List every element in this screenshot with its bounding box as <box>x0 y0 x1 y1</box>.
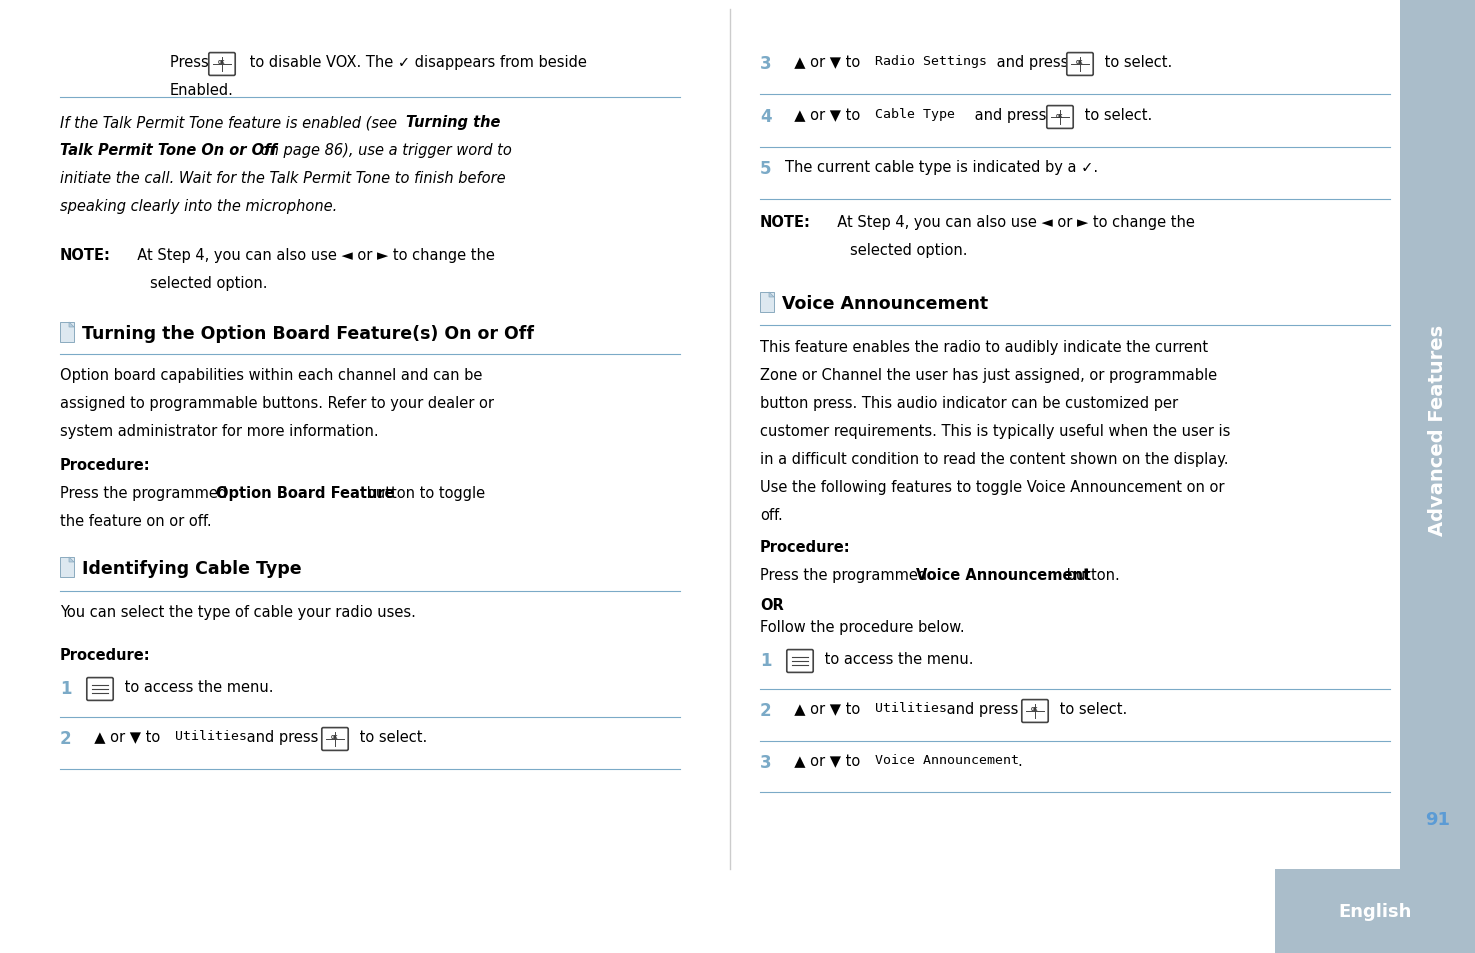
FancyBboxPatch shape <box>1047 107 1074 130</box>
Text: 1: 1 <box>760 651 771 669</box>
Text: ▲ or ▼ to: ▲ or ▼ to <box>785 55 864 70</box>
Text: At Step 4, you can also use ◄ or ► to change the: At Step 4, you can also use ◄ or ► to ch… <box>827 214 1195 230</box>
FancyBboxPatch shape <box>1022 700 1049 722</box>
Text: Press: Press <box>170 55 214 70</box>
Text: ▲ or ▼ to: ▲ or ▼ to <box>785 701 864 717</box>
Text: selected option.: selected option. <box>850 243 968 257</box>
Text: This feature enables the radio to audibly indicate the current: This feature enables the radio to audibl… <box>760 339 1208 355</box>
Text: OK: OK <box>1056 113 1063 118</box>
Text: Procedure:: Procedure: <box>60 647 150 662</box>
Text: Turning the: Turning the <box>406 115 500 130</box>
Text: and press: and press <box>242 729 323 744</box>
Text: You can select the type of cable your radio uses.: You can select the type of cable your ra… <box>60 604 416 619</box>
Text: off.: off. <box>760 507 783 522</box>
Bar <box>1400 0 1475 869</box>
Text: Advanced Features: Advanced Features <box>1428 324 1447 535</box>
Polygon shape <box>69 558 74 562</box>
Text: ▲ or ▼ to: ▲ or ▼ to <box>785 108 864 123</box>
Text: Enabled.: Enabled. <box>170 83 235 98</box>
Text: Identifying Cable Type: Identifying Cable Type <box>83 559 301 578</box>
Text: ▲ or ▼ to: ▲ or ▼ to <box>86 729 165 744</box>
Text: OK: OK <box>1031 707 1038 712</box>
Text: on page 86), use a trigger word to: on page 86), use a trigger word to <box>257 143 512 158</box>
Text: OR: OR <box>760 598 783 613</box>
Text: to access the menu.: to access the menu. <box>119 679 273 695</box>
Text: The current cable type is indicated by a ✓.: The current cable type is indicated by a… <box>785 160 1097 174</box>
Text: Cable Type: Cable Type <box>875 108 954 121</box>
Text: 4: 4 <box>760 108 771 126</box>
Text: Press the programmed: Press the programmed <box>60 485 232 500</box>
Text: Procedure:: Procedure: <box>60 457 150 473</box>
Text: At Step 4, you can also use ◄ or ► to change the: At Step 4, you can also use ◄ or ► to ch… <box>128 248 496 263</box>
Text: Voice Announcement: Voice Announcement <box>782 294 988 313</box>
Bar <box>60 323 74 343</box>
Text: in a difficult condition to read the content shown on the display.: in a difficult condition to read the con… <box>760 452 1229 467</box>
Text: speaking clearly into the microphone.: speaking clearly into the microphone. <box>60 199 338 213</box>
Text: Use the following features to toggle Voice Announcement on or: Use the following features to toggle Voi… <box>760 479 1224 495</box>
Polygon shape <box>768 293 774 297</box>
Text: 3: 3 <box>760 753 771 771</box>
Text: Option board capabilities within each channel and can be: Option board capabilities within each ch… <box>60 368 482 382</box>
Text: 1: 1 <box>60 679 71 698</box>
Text: 91: 91 <box>1425 810 1450 828</box>
Text: OK: OK <box>330 735 338 740</box>
Text: NOTE:: NOTE: <box>60 248 111 263</box>
Text: assigned to programmable buttons. Refer to your dealer or: assigned to programmable buttons. Refer … <box>60 395 494 411</box>
Text: Voice Announcement: Voice Announcement <box>875 753 1019 766</box>
Text: Voice Announcement: Voice Announcement <box>916 567 1090 582</box>
Text: to access the menu.: to access the menu. <box>820 651 974 666</box>
Text: the feature on or off.: the feature on or off. <box>60 514 211 529</box>
Text: button to toggle: button to toggle <box>361 485 485 500</box>
Text: Option Board Feature: Option Board Feature <box>215 485 395 500</box>
Text: ▲ or ▼ to: ▲ or ▼ to <box>785 753 864 768</box>
Text: Procedure:: Procedure: <box>760 539 851 555</box>
Text: .: . <box>1016 753 1022 768</box>
Text: OK: OK <box>1075 60 1084 66</box>
Text: Press the programmed: Press the programmed <box>760 567 932 582</box>
Text: to select.: to select. <box>1080 108 1152 123</box>
Text: customer requirements. This is typically useful when the user is: customer requirements. This is typically… <box>760 423 1230 438</box>
Bar <box>60 558 74 578</box>
Text: English: English <box>1338 902 1412 920</box>
Text: 2: 2 <box>60 729 72 747</box>
Text: Radio Settings: Radio Settings <box>875 55 987 68</box>
Text: If the Talk Permit Tone feature is enabled (see: If the Talk Permit Tone feature is enabl… <box>60 115 401 130</box>
Text: Talk Permit Tone On or Off: Talk Permit Tone On or Off <box>60 143 277 158</box>
Text: to select.: to select. <box>1100 55 1173 70</box>
Text: selected option.: selected option. <box>150 275 267 291</box>
Text: and press: and press <box>993 55 1072 70</box>
Text: NOTE:: NOTE: <box>760 214 811 230</box>
FancyBboxPatch shape <box>786 650 813 673</box>
Text: to select.: to select. <box>1055 701 1127 717</box>
FancyBboxPatch shape <box>1066 53 1093 76</box>
Text: OK: OK <box>218 60 226 66</box>
Text: and press: and press <box>971 108 1052 123</box>
Bar <box>760 293 774 313</box>
Text: initiate the call. Wait for the Talk Permit Tone to finish before: initiate the call. Wait for the Talk Per… <box>60 171 506 186</box>
Text: Utilities: Utilities <box>875 701 947 714</box>
FancyBboxPatch shape <box>322 728 348 751</box>
FancyBboxPatch shape <box>209 53 235 76</box>
Text: Follow the procedure below.: Follow the procedure below. <box>760 619 965 635</box>
FancyBboxPatch shape <box>87 678 114 700</box>
Text: button.: button. <box>1062 567 1120 582</box>
Text: Zone or Channel the user has just assigned, or programmable: Zone or Channel the user has just assign… <box>760 368 1217 382</box>
Text: and press: and press <box>943 701 1024 717</box>
Text: to disable VOX. The ✓ disappears from beside: to disable VOX. The ✓ disappears from be… <box>245 55 587 70</box>
Text: 3: 3 <box>760 55 771 73</box>
Text: 2: 2 <box>760 701 771 720</box>
Text: Turning the Option Board Feature(s) On or Off: Turning the Option Board Feature(s) On o… <box>83 325 534 343</box>
Bar <box>1274 869 1475 953</box>
Polygon shape <box>69 323 74 328</box>
Text: to select.: to select. <box>355 729 428 744</box>
Text: system administrator for more information.: system administrator for more informatio… <box>60 423 379 438</box>
Text: 5: 5 <box>760 160 771 178</box>
Text: button press. This audio indicator can be customized per: button press. This audio indicator can b… <box>760 395 1179 411</box>
Text: Utilities: Utilities <box>176 729 246 742</box>
